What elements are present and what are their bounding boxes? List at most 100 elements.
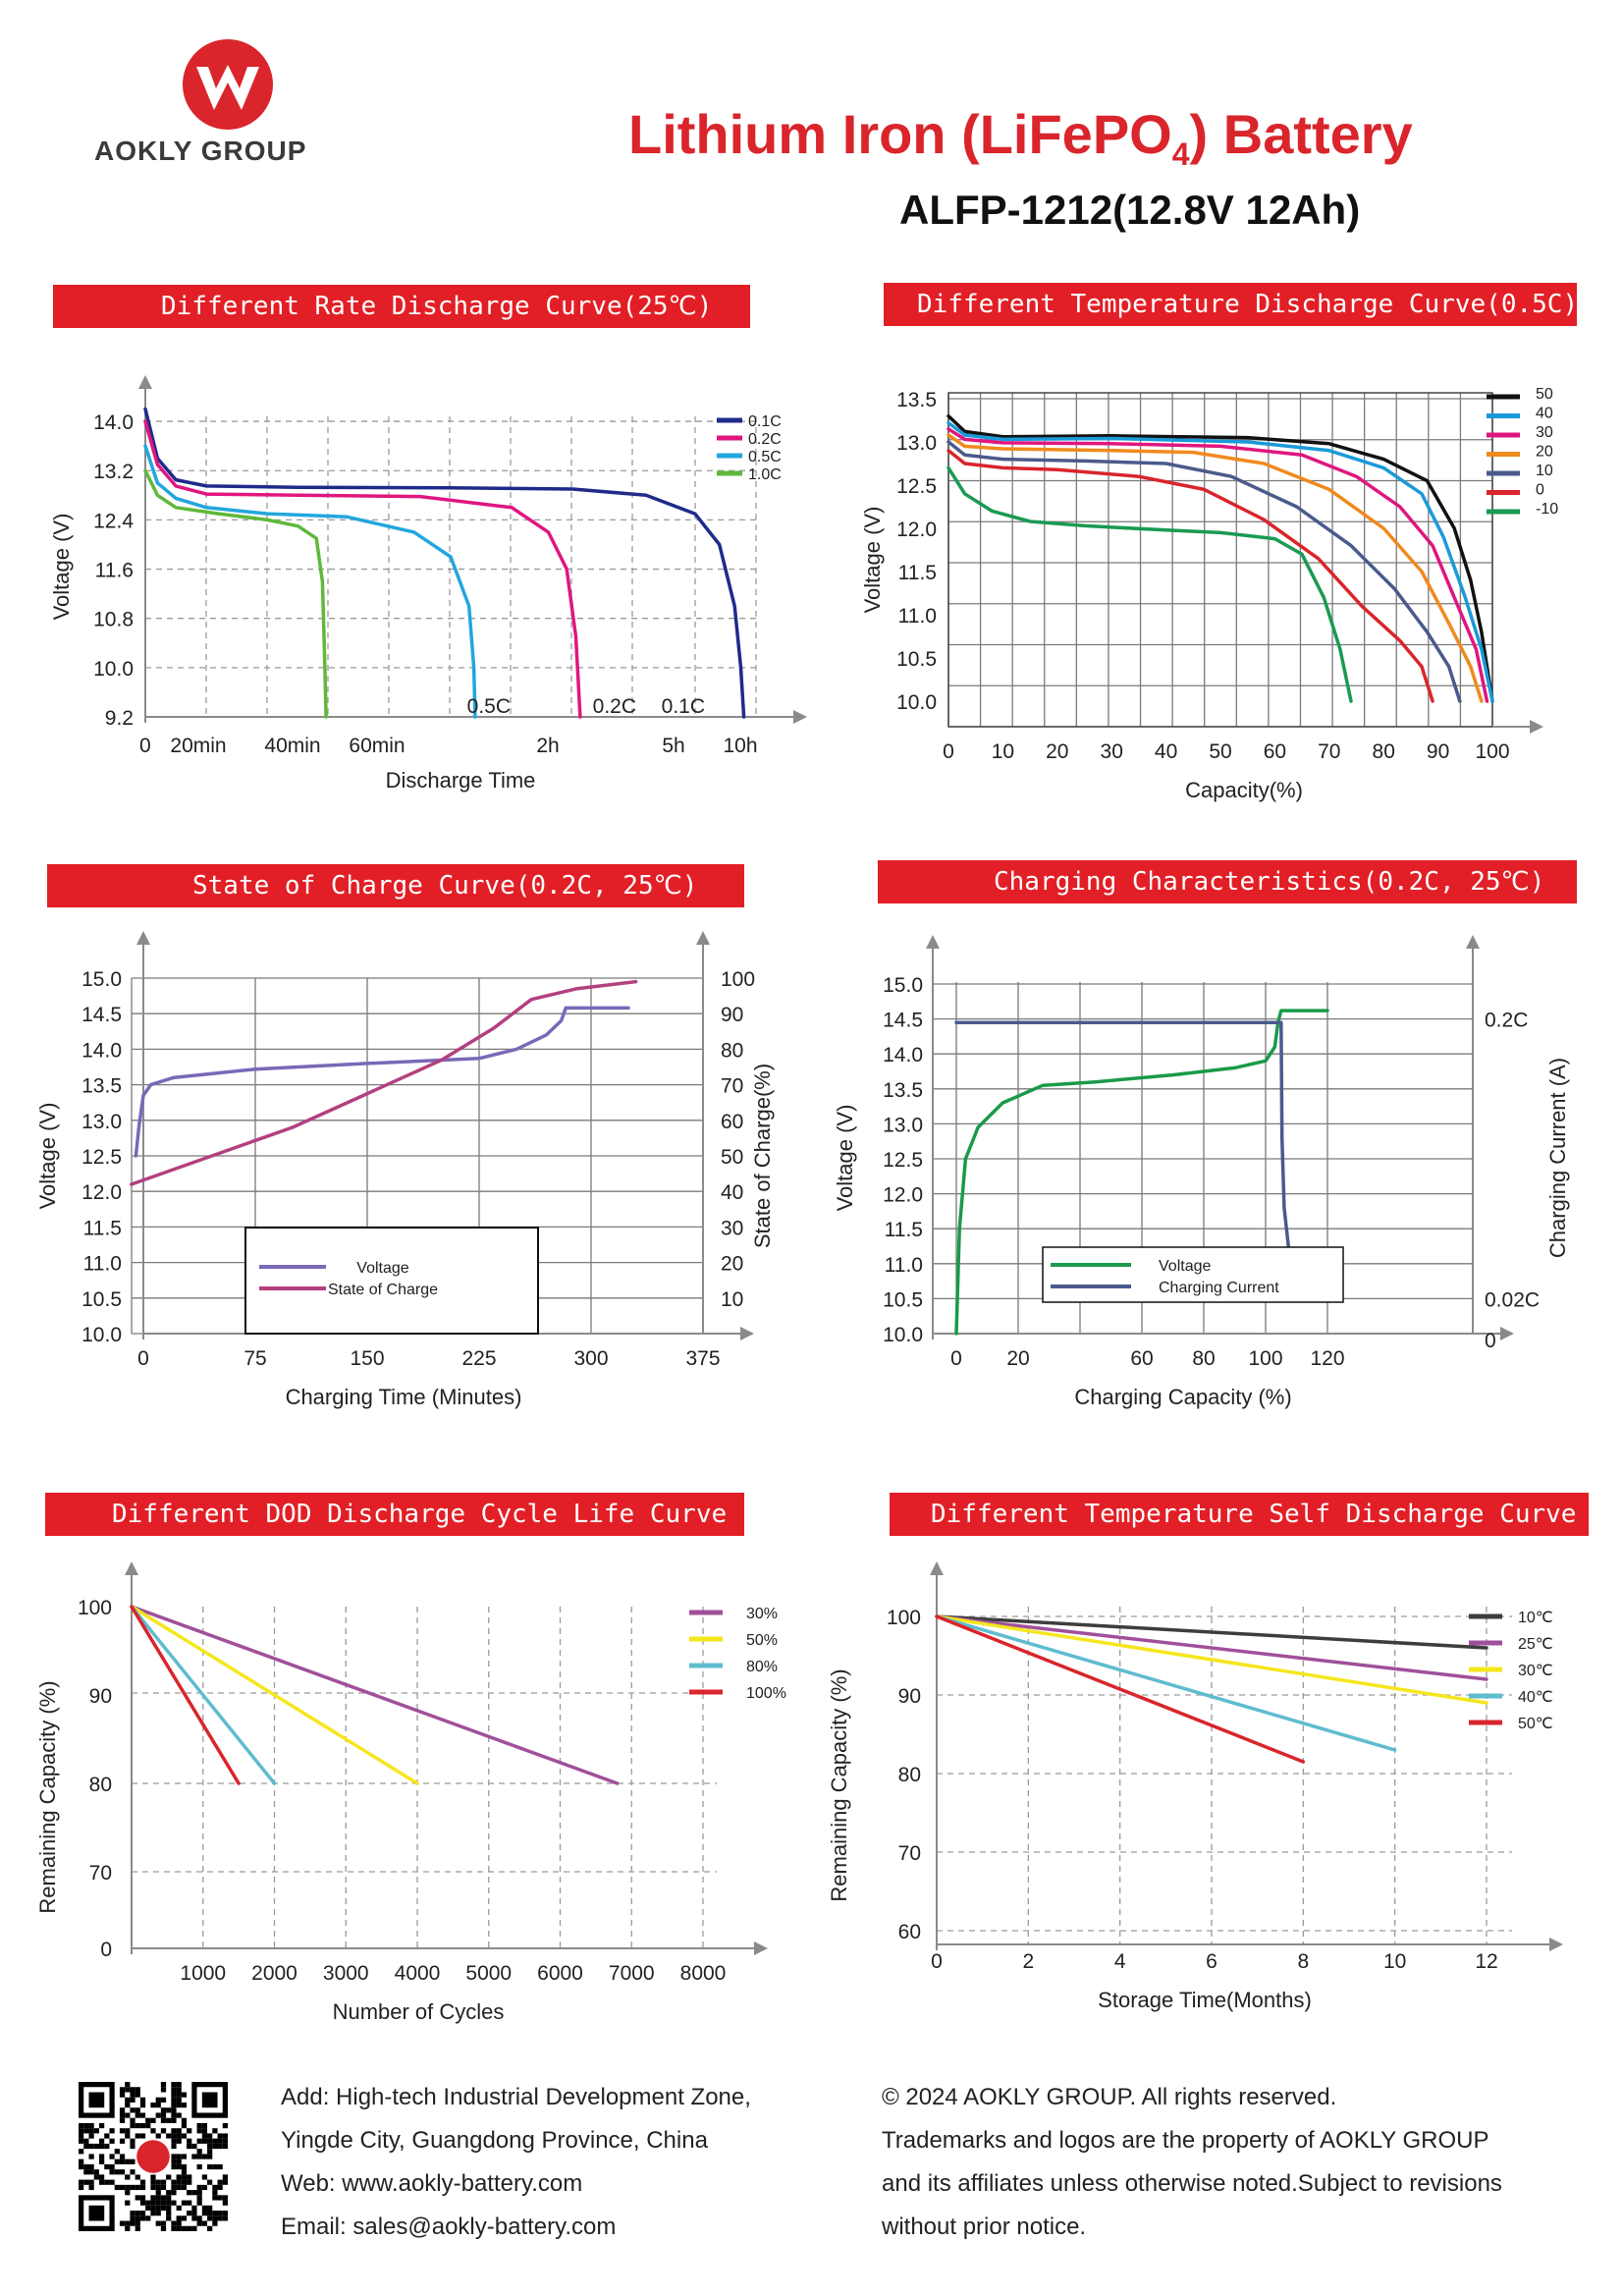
qr-module — [79, 2149, 84, 2155]
legend-label: 100% — [746, 1685, 786, 1702]
address-line-1: Add: High-tech Industrial Development Zo… — [281, 2084, 751, 2110]
qr-module — [222, 2215, 228, 2221]
qr-module — [212, 2128, 218, 2134]
axis-arrow — [930, 1561, 944, 1575]
qr-module — [212, 2195, 218, 2201]
qr-module — [79, 2184, 84, 2191]
x-axis-label: Discharge Time — [386, 768, 536, 793]
qr-module — [139, 2112, 146, 2118]
qr-module — [145, 2215, 151, 2221]
legend-label: 0 — [1536, 482, 1544, 499]
legend-label: 30℃ — [1518, 1663, 1553, 1679]
dod-cycle-life-chart: 0 70 80 90 100 1000 2000 3000 4000 5000 6000 7000 80… — [35, 1561, 786, 2024]
qr-module — [181, 2200, 188, 2206]
qr-module — [217, 2179, 223, 2185]
y2-tick-label: 0.02C — [1485, 1288, 1540, 1311]
y-tick-label: 11.0 — [898, 605, 937, 628]
qr-module — [109, 2179, 115, 2185]
axis-arrow — [740, 1327, 754, 1340]
qr-module — [171, 2133, 177, 2139]
qr-module — [155, 2102, 161, 2108]
qr-module — [222, 2143, 228, 2150]
x-tick-label: 10 — [1383, 1950, 1406, 1973]
axis-arrow — [696, 931, 710, 945]
y-axis-label: Voltage (V) — [833, 1105, 857, 1212]
qr-module — [176, 2102, 182, 2108]
qr-module — [83, 2128, 89, 2134]
qr-module — [104, 2143, 110, 2150]
x-axis-label: Number of Cycles — [333, 1999, 505, 2024]
series-line — [947, 427, 1489, 703]
qr-module — [196, 2122, 202, 2129]
qr-finder — [88, 2092, 105, 2108]
qr-module — [187, 2225, 192, 2231]
x-tick-label: 40min — [264, 735, 320, 757]
series-line — [947, 440, 1462, 703]
y-tick-label: 10.5 — [896, 648, 937, 671]
x-tick-label: 60 — [1264, 740, 1286, 763]
qr-module — [130, 2169, 135, 2175]
qr-module — [191, 2205, 197, 2212]
chart-title: State of Charge Curve(0.2C, 25℃) — [47, 864, 744, 907]
qr-module — [171, 2138, 177, 2144]
qr-finder — [88, 2205, 105, 2221]
qr-module — [212, 2184, 218, 2191]
legend-label: 10℃ — [1518, 1610, 1553, 1626]
qr-module — [181, 2184, 188, 2191]
y-tick-label: 10.0 — [896, 691, 937, 714]
axis-arrow — [926, 935, 940, 949]
qr-module — [150, 2184, 156, 2191]
qr-module — [212, 2220, 218, 2226]
qr-module — [130, 2117, 135, 2123]
qr-module — [155, 2179, 161, 2185]
qr-module — [139, 2097, 146, 2103]
y-tick-label: 10.5 — [883, 1288, 923, 1311]
qr-module — [93, 2174, 99, 2180]
qr-module — [88, 2169, 94, 2175]
y-tick-label: 11.5 — [885, 1219, 923, 1241]
x-tick-label: 20 — [1006, 1347, 1029, 1370]
qr-module — [217, 2215, 223, 2221]
qr-module — [104, 2133, 110, 2139]
qr-module — [196, 2128, 202, 2134]
x-tick-label: 6 — [1206, 1950, 1217, 1973]
y-tick-label: 0 — [100, 1939, 112, 1961]
y-tick-label: 13.5 — [896, 389, 937, 411]
qr-module — [125, 2097, 131, 2103]
series-line — [954, 1009, 1329, 1336]
qr-module — [207, 2179, 213, 2185]
qr-module — [98, 2174, 105, 2180]
qr-module — [88, 2184, 94, 2191]
series-line — [130, 1605, 419, 1785]
qr-module — [119, 2107, 126, 2113]
qr-module — [130, 2220, 135, 2226]
qr-module — [135, 2107, 140, 2113]
qr-module — [160, 2220, 167, 2226]
qr-module — [114, 2159, 120, 2164]
qr-module — [98, 2138, 105, 2144]
qr-module — [119, 2087, 126, 2093]
qr-module — [217, 2138, 223, 2144]
curve-label: 0.5C — [467, 695, 511, 718]
y-tick-label: 11.5 — [83, 1217, 122, 1239]
qr-module — [109, 2169, 115, 2175]
qr-module — [187, 2143, 192, 2150]
series-line — [130, 1605, 620, 1785]
qr-module — [222, 2133, 228, 2139]
series-line — [935, 1614, 1488, 1705]
qr-module — [166, 2107, 172, 2113]
chart-title: Different DOD Discharge Cycle Life Curve — [45, 1493, 744, 1536]
qr-module — [201, 2220, 208, 2226]
y-tick-label: 12.0 — [896, 519, 937, 541]
series-line — [947, 465, 1353, 703]
x-tick-label: 75 — [243, 1347, 266, 1370]
qr-module — [155, 2200, 161, 2206]
qr-module — [196, 2195, 202, 2201]
qr-module — [222, 2200, 228, 2206]
x-axis-label: Capacity(%) — [1185, 778, 1303, 802]
email-line: Email: sales@aokly-battery.com — [281, 2214, 617, 2240]
qr-module — [176, 2128, 182, 2134]
y-tick-label: 12.0 — [883, 1184, 923, 1207]
y-tick-label: 13.2 — [93, 461, 134, 483]
qr-module — [222, 2174, 228, 2180]
